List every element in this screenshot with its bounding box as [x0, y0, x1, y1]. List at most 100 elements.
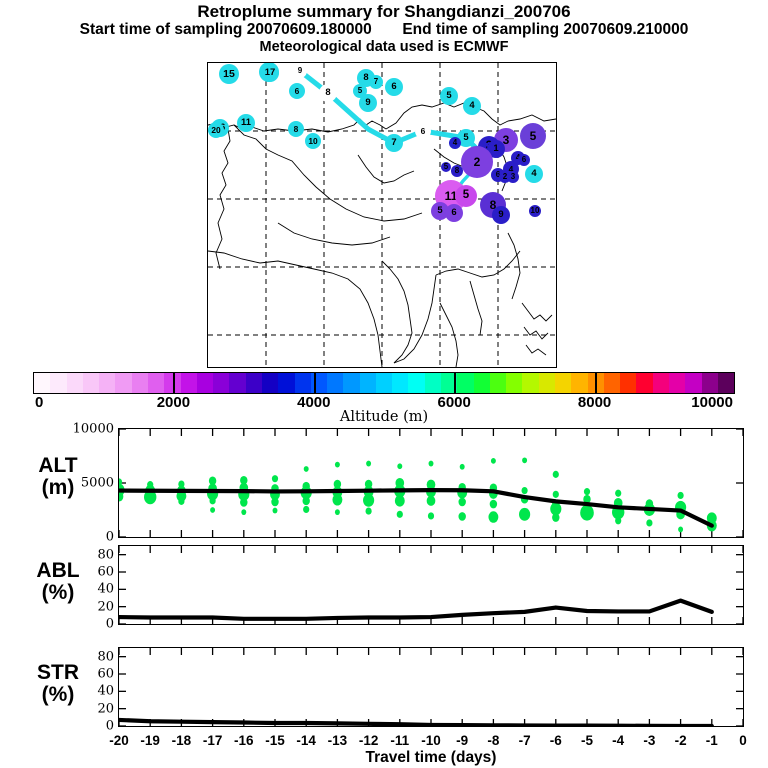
abl-axis-label: ABL (%) [36, 559, 80, 604]
colorbar-caption: Altitude (m) [339, 409, 429, 425]
scatter-point [615, 489, 622, 497]
scatter-point [519, 507, 531, 521]
x-tick-label: -20 [109, 733, 129, 748]
alt-axis-label: ALT (m) [38, 454, 78, 499]
map-day-marker: 1 [487, 140, 505, 158]
x-tick-label: -3 [643, 733, 656, 748]
map-gridlines [208, 63, 556, 367]
y-tick-label: 80 [97, 649, 114, 665]
scatter-point [240, 498, 248, 507]
scatter-point [678, 526, 684, 533]
alt-plot [119, 429, 743, 537]
map-day-marker: 4 [525, 165, 543, 183]
scatter-point [552, 513, 560, 522]
y-tick-label: 20 [97, 701, 114, 717]
alt-plot-panel[interactable] [118, 428, 744, 538]
str-axis-label: STR (%) [37, 661, 79, 706]
abl-plot-panel[interactable] [118, 545, 744, 625]
scatter-point [583, 494, 591, 504]
start-time-label: Start time of sampling 20070609.180000 [79, 21, 372, 38]
colorbar-divider [313, 372, 316, 394]
colorbar-divider [173, 372, 176, 394]
map-day-marker: 10 [529, 205, 541, 217]
scatter-point [363, 493, 375, 507]
scatter-point [303, 505, 310, 514]
map-day-marker: 4 [449, 137, 461, 149]
colorbar-segment [424, 373, 442, 393]
colorbar-segment [180, 373, 197, 393]
colorbar-segment [213, 373, 230, 393]
map-day-marker: 8 [288, 121, 304, 137]
x-tick-label: -9 [456, 733, 469, 748]
scatter-point [646, 519, 653, 527]
y-tick-label: 20 [97, 599, 114, 615]
scatter-point [271, 497, 279, 507]
colorbar-segment [245, 373, 262, 393]
scatter-point [332, 493, 343, 506]
colorbar-segment [506, 373, 523, 393]
colorbar-tick-label: 4000 [297, 394, 331, 411]
map-day-marker: 9 [293, 64, 307, 78]
colorbar-segment [229, 373, 246, 393]
map-day-marker: 9 [492, 206, 510, 224]
scatter-point [272, 507, 278, 514]
map-day-marker: 4 [463, 97, 481, 115]
scatter-point [364, 479, 373, 489]
x-tick-label: 0 [739, 733, 747, 748]
colorbar-segment [636, 373, 653, 393]
scatter-point [583, 488, 591, 496]
x-tick-label: -5 [580, 733, 594, 748]
map-day-marker: 5 [441, 162, 451, 172]
y-tick-label: 0 [105, 718, 114, 734]
colorbar-segment [99, 373, 116, 393]
y-tick-label: 60 [97, 564, 114, 580]
colorbar-segment [571, 373, 588, 393]
abl-plot [119, 546, 743, 624]
colorbar-segment [115, 373, 132, 393]
colorbar-segment [164, 373, 181, 393]
colorbar-segment [408, 373, 425, 393]
data-line [119, 598, 714, 621]
data-line [119, 717, 714, 726]
colorbar-segment [603, 373, 621, 393]
x-tick-label: -11 [390, 733, 410, 748]
scatter-point [210, 507, 216, 513]
scatter-point [397, 463, 403, 470]
colorbar-segment [82, 373, 100, 393]
scatter-point [333, 479, 342, 489]
map-day-marker: 7 [385, 134, 403, 152]
map-day-marker: 15 [219, 64, 239, 84]
y-tick-label: 80 [97, 547, 114, 563]
colorbar-tick-labels: 0 2000 4000 6000 8000 10000 [0, 394, 768, 412]
scatter-point [271, 475, 279, 483]
map-day-marker: 7 [369, 75, 383, 89]
colorbar-segment [717, 373, 735, 393]
str-plot-panel[interactable] [118, 647, 744, 727]
colorbar-tick-label: 10000 [691, 394, 733, 411]
scatter-point [365, 507, 372, 515]
colorbar-segment [392, 373, 409, 393]
map-day-marker: 5 [455, 185, 477, 207]
colorbar-tick-label: 0 [35, 394, 44, 411]
scatter-point [178, 497, 185, 505]
x-tick-label: -4 [612, 733, 625, 748]
colorbar-tick-label: 6000 [437, 394, 471, 411]
scatter-point [550, 502, 562, 516]
colorbar-segment [131, 373, 148, 393]
map-day-marker: 6 [445, 204, 463, 222]
scatter-point [488, 511, 499, 523]
altitude-colorbar[interactable] [33, 372, 735, 394]
x-tick-label: -19 [140, 733, 160, 748]
end-time-label: End time of sampling 20070609.210000 [402, 21, 689, 38]
scatter-point [489, 499, 498, 509]
scatter-point [176, 490, 187, 502]
scatter-point [615, 517, 622, 525]
retroplume-map[interactable]: 1513179687569854162011810765453312464462… [207, 62, 557, 368]
x-tick-label: -17 [202, 733, 223, 748]
map-day-marker: 20 [208, 122, 224, 138]
scatter-point [334, 461, 340, 468]
y-tick-label: 10000 [72, 421, 114, 437]
x-tick-label: -18 [171, 733, 192, 748]
x-tick-label: -8 [487, 733, 500, 748]
colorbar-segment [66, 373, 83, 393]
